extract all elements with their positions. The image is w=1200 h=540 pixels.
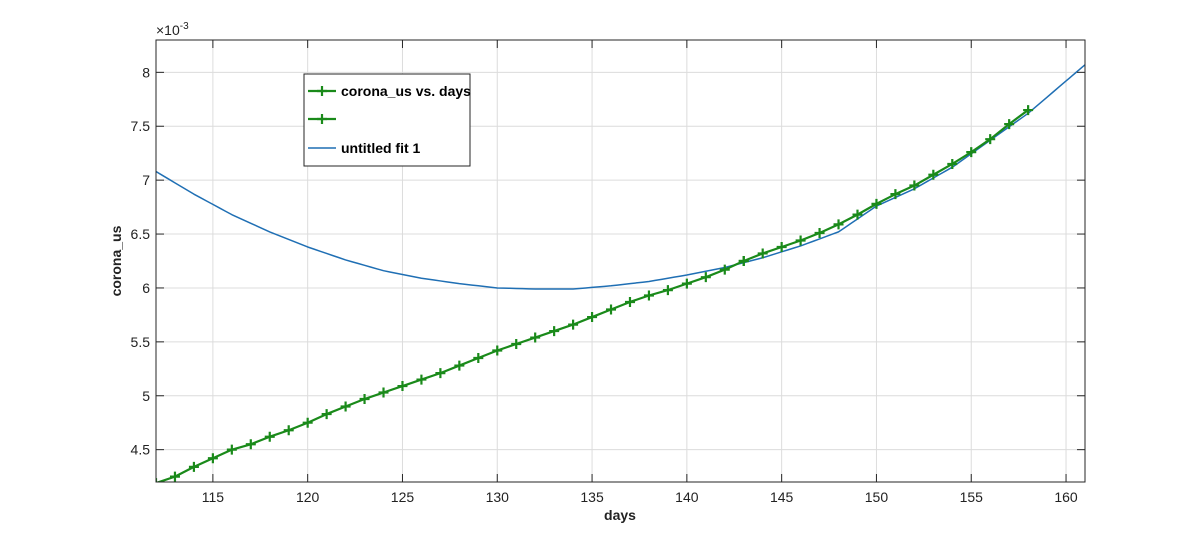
y-tick-label: 7: [142, 172, 150, 188]
data-point-marker: [681, 278, 692, 289]
series-group: [156, 64, 1085, 482]
series-line: [743, 109, 1029, 263]
series-1: [156, 256, 749, 482]
data-point-marker: [188, 461, 199, 472]
data-point-marker: [662, 285, 673, 296]
data-point-marker: [454, 360, 465, 371]
y-tick-label: 5.5: [131, 334, 151, 350]
data-point-marker: [947, 158, 958, 169]
x-tick-label: 160: [1054, 489, 1078, 505]
data-point-marker: [985, 134, 996, 145]
legend-label-3: untitled fit 1: [341, 140, 421, 156]
y-tick-label: 4.5: [131, 442, 151, 458]
data-point-marker: [207, 453, 218, 464]
data-point-marker: [966, 147, 977, 158]
legend-marker-2: [317, 114, 327, 124]
data-point-marker: [264, 431, 275, 442]
x-tick-label: 155: [960, 489, 984, 505]
data-point-marker: [1023, 105, 1034, 116]
data-point-marker: [321, 409, 332, 420]
data-point-marker: [738, 256, 749, 266]
data-point-marker: [530, 332, 541, 343]
legend-entry-2: [308, 114, 336, 124]
y-tick-label: 5: [142, 388, 150, 404]
series-3: [156, 64, 1085, 290]
y-tick-label: 6.5: [131, 226, 151, 242]
y-exponent-power: -3: [180, 21, 189, 32]
data-point-marker: [549, 326, 560, 337]
data-point-marker: [397, 381, 408, 392]
y-tick-label: 7.5: [131, 118, 151, 134]
plot-background: [156, 40, 1085, 482]
series-layer: [156, 64, 1085, 482]
data-point-marker: [245, 439, 256, 450]
data-point-marker: [833, 219, 844, 230]
y-tick-labels: 4.5 5 5.5 6 6.5 7 7.5 8: [131, 64, 151, 457]
data-point-marker: [871, 198, 882, 209]
grid: [156, 40, 1085, 482]
data-point-marker: [776, 241, 787, 252]
x-tick-label: 135: [580, 489, 604, 505]
data-point-marker: [169, 471, 180, 482]
x-tick-label: 150: [865, 489, 889, 505]
legend-entry-3: untitled fit 1: [308, 140, 421, 156]
y-exponent-base: ×10: [156, 22, 180, 38]
data-point-marker: [1004, 119, 1015, 130]
data-point-marker: [852, 209, 863, 220]
data-point-marker: [340, 401, 351, 412]
data-point-marker: [814, 227, 825, 238]
data-point-marker: [283, 425, 294, 436]
x-tick-label: 125: [391, 489, 415, 505]
series-line: [156, 64, 1085, 290]
data-point-marker: [587, 312, 598, 323]
data-point-marker: [226, 444, 237, 455]
data-point-marker: [378, 387, 389, 398]
x-tick-label: 115: [202, 489, 225, 505]
data-point-marker: [568, 319, 579, 330]
data-point-marker: [511, 339, 522, 350]
series-2: [738, 105, 1034, 266]
x-tick-label: 120: [296, 489, 320, 505]
data-point-marker: [492, 345, 503, 356]
data-point-marker: [700, 272, 711, 283]
data-point-marker: [416, 374, 427, 385]
y-tick-label: 6: [142, 280, 150, 296]
data-point-marker: [909, 180, 920, 191]
legend-label-1: corona_us vs. days: [341, 83, 471, 99]
data-point-marker: [643, 290, 654, 301]
data-point-marker: [435, 368, 446, 379]
y-axis-label: corona_us: [108, 225, 124, 296]
data-point-marker: [606, 304, 617, 315]
data-point-marker: [624, 296, 635, 307]
x-tick-label: 140: [675, 489, 699, 505]
y-tick-label: 8: [142, 64, 150, 80]
y-exponent-label: ×10-3: [156, 21, 189, 38]
x-tick-labels: 115 120 125 130 135 140 145 150 155 160: [202, 489, 1078, 505]
tick-marks: [156, 40, 1085, 482]
data-point-marker: [795, 235, 806, 246]
legend: corona_us vs. days untitled fit 1: [303, 73, 471, 167]
data-point-marker: [890, 189, 901, 200]
x-tick-label: 130: [486, 489, 510, 505]
x-axis-label: days: [604, 507, 636, 523]
data-point-marker: [757, 248, 768, 259]
data-point-marker: [928, 169, 939, 180]
x-tick-label: 145: [770, 489, 794, 505]
legend-entry-1: corona_us vs. days: [308, 83, 471, 99]
data-point-marker: [719, 264, 730, 275]
legend-marker-1: [317, 86, 327, 96]
data-point-marker: [302, 417, 313, 428]
data-point-marker: [359, 393, 370, 404]
plot-frame: [155, 39, 1086, 483]
data-point-marker: [473, 353, 484, 364]
